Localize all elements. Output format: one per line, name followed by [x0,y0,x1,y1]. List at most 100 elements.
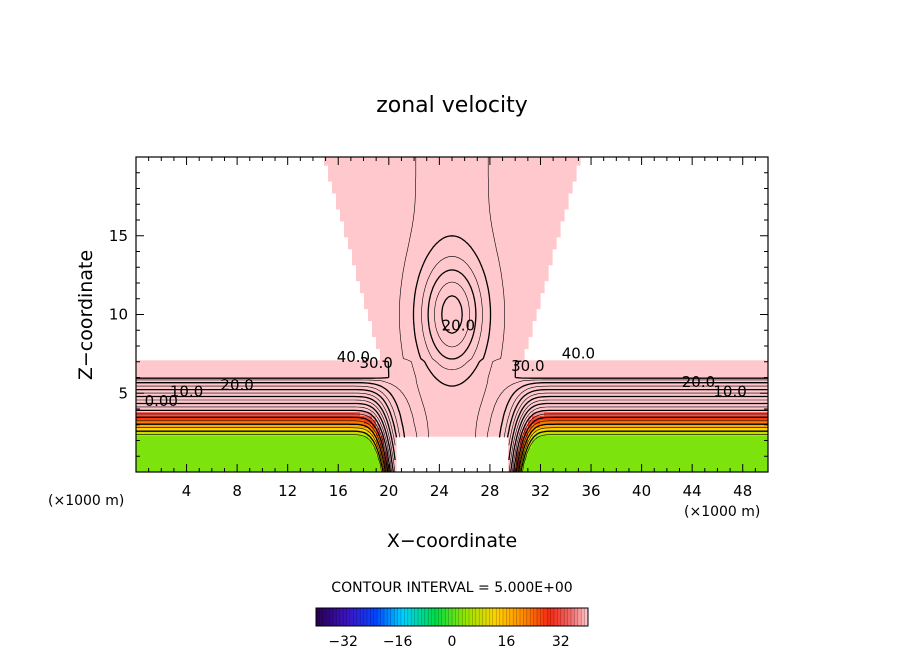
colorbar-tick-label: −16 [383,634,413,650]
contour-line-35 [136,256,768,438]
colorbar-segment [404,608,409,626]
colorbar-segment [373,608,378,626]
colorbar-segment [316,608,320,626]
colorbar-segment [343,608,347,626]
colorbar-segment [350,608,354,626]
colorbar [315,607,589,627]
colorbar-segment [533,608,538,626]
contour-line-5 [136,406,768,472]
x-tick-label: 48 [733,482,752,500]
colorbar-segment [445,608,449,626]
x-unit-left: (×1000 m) [48,493,124,509]
x-tick-label: 32 [531,482,550,500]
colorbar-segment [577,608,582,626]
colorbar-tick-label: 32 [552,634,570,650]
colorbar-segment [356,608,361,626]
colorbar-segment [513,608,517,626]
colorbar-segment [438,608,443,626]
colorbar-segment [581,608,585,626]
contour-label-8: 20.0 [682,373,715,391]
colorbar-segment [418,608,422,626]
x-unit-right: (×1000 m) [684,504,760,520]
colorbar-segment [523,608,528,626]
contour-line-20 [136,295,768,461]
colorbar-segment [387,608,392,626]
colorbar-segment [537,608,541,626]
colorbar-segment [360,608,364,626]
colorbar-segment [509,608,514,626]
colorbar-segment [329,608,334,626]
contour-line--15 [136,420,768,472]
colorbar-segment [377,608,381,626]
colorbar-segment [560,608,565,626]
colorbar-segment [584,608,589,626]
colorbar-tick-label: 0 [448,634,457,650]
x-tick-label: 40 [632,482,651,500]
contour-line-25 [136,281,768,446]
plot-area [136,157,768,472]
colorbar-tick-label: 16 [497,634,515,650]
colorbar-segment [384,608,388,626]
y-tick-label: 5 [118,384,128,402]
colorbar-segment [390,608,395,626]
colorbar-segment [407,608,412,626]
colorbar-segment [421,608,426,626]
x-tick-label: 36 [581,482,600,500]
contour-label-1: 30.0 [359,354,392,372]
x-tick-label: 4 [182,482,192,500]
colorbar-segment [472,608,477,626]
y-tick-label: 10 [109,306,128,324]
x-tick-label: 28 [480,482,499,500]
colorbar-segment [499,608,504,626]
colorbar-segment [547,608,551,626]
colorbar-segment [571,608,575,626]
colorbar-segment [322,608,327,626]
colorbar-segment [411,608,415,626]
colorbar-segment [428,608,432,626]
contour-line--25 [136,427,768,472]
colorbar-segment [530,608,534,626]
x-tick-label: 16 [329,482,348,500]
contour-label-5: 20.0 [442,316,475,334]
colorbar-segment [401,608,405,626]
contour-label-4: 0.00 [145,392,178,410]
colorbar-segment [479,608,483,626]
x-axis-ticks: 4 8 12 16 20 24 28 32 36 40 44 48 [148,157,756,500]
colorbar-segment [506,608,511,626]
colorbar-ticks: −32 −16 0 16 32 [328,634,569,650]
contour-label-6: 30.0 [511,357,544,375]
colorbar-segment [567,608,572,626]
contour-line-0 [136,409,768,472]
colorbar-segment [394,608,398,626]
chart-title: zonal velocity [376,93,528,118]
colorbar-segment [462,608,466,626]
colorbar-segment [540,608,545,626]
colorbar-segment [475,608,480,626]
colorbar-segment [370,608,375,626]
colorbar-segment [469,608,473,626]
x-tick-label: 12 [278,482,297,500]
colorbar-segment [367,608,371,626]
y-axis-ticks: 5 10 15 [109,172,768,457]
colorbar-segment [353,608,358,626]
colorbar-segment [339,608,344,626]
colorbar-segment [414,608,419,626]
contour-label-3: 10.0 [170,382,203,400]
colorbar-segment [452,608,456,626]
colorbar-segment [526,608,531,626]
y-axis-label: Z−coordinate [75,250,97,380]
colorbar-segment [550,608,555,626]
colorbar-segment [482,608,487,626]
colorbar-segment [431,608,436,626]
contour-line--35 [136,434,768,472]
colorbar-segment [435,608,439,626]
colorbar-segment [496,608,500,626]
x-tick-label: 24 [430,482,449,500]
colorbar-segment [458,608,463,626]
x-tick-label: 44 [683,482,702,500]
colorbar-segment [319,608,324,626]
x-axis-label: X−coordinate [387,530,517,552]
y-tick-label: 15 [109,227,128,245]
